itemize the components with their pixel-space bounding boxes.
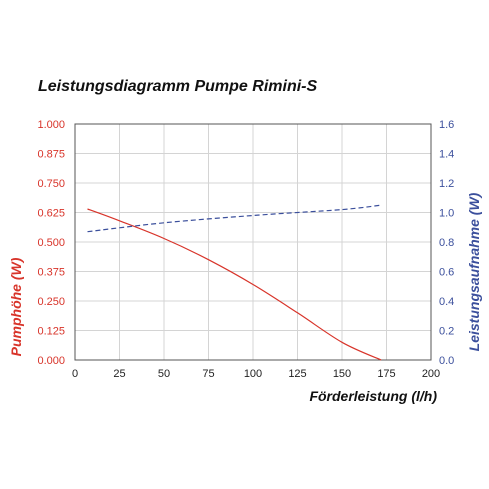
y-left-tick-label: 0.500 bbox=[37, 237, 65, 249]
y-right-tick-label: 1.0 bbox=[439, 208, 454, 220]
x-tick-label: 175 bbox=[377, 368, 395, 380]
y-right-tick-label: 1.2 bbox=[439, 178, 454, 190]
y-left-tick-label: 0.125 bbox=[37, 326, 65, 338]
x-tick-label: 125 bbox=[288, 368, 306, 380]
x-tick-label: 25 bbox=[113, 368, 125, 380]
y-right-tick-label: 0.0 bbox=[439, 355, 454, 367]
x-tick-label: 200 bbox=[422, 368, 440, 380]
y-left-tick-label: 0.000 bbox=[37, 355, 65, 367]
y-left-tick-label: 1.000 bbox=[37, 119, 65, 131]
y-right-axis-title: Leistungsaufnahme (W) bbox=[466, 192, 482, 351]
leistungsaufnahme-series-line bbox=[87, 204, 382, 233]
x-tick-label: 0 bbox=[72, 368, 78, 380]
chart-title: Leistungsdiagramm Pumpe Rimini-S bbox=[38, 78, 318, 95]
y-right-tick-label: 0.8 bbox=[439, 237, 454, 249]
y-right-tick-label: 1.6 bbox=[439, 119, 454, 131]
y-right-tick-label: 0.6 bbox=[439, 267, 454, 279]
x-axis-title: Förderleistung (l/h) bbox=[309, 388, 437, 404]
y-left-tick-label: 0.375 bbox=[37, 267, 65, 279]
x-tick-label: 150 bbox=[333, 368, 351, 380]
ticks-layer: 0 25 50 75 100 125 150 175 200 0.000 0.125 0.250 0.3… bbox=[37, 119, 454, 380]
pumphoehe-series-line bbox=[87, 208, 382, 361]
y-left-tick-label: 0.875 bbox=[37, 149, 65, 161]
x-tick-label: 100 bbox=[244, 368, 262, 380]
plot-frame bbox=[74, 123, 432, 361]
x-tick-label: 75 bbox=[202, 368, 214, 380]
y-right-tick-label: 0.2 bbox=[439, 326, 454, 338]
y-left-axis-title: Pumphöhe (W) bbox=[8, 257, 24, 356]
y-right-tick-label: 1.4 bbox=[439, 149, 454, 161]
grid-layer bbox=[74, 123, 432, 361]
series-layer bbox=[87, 204, 382, 361]
x-tick-label: 50 bbox=[158, 368, 170, 380]
y-left-tick-label: 0.750 bbox=[37, 178, 65, 190]
y-right-tick-label: 0.4 bbox=[439, 296, 454, 308]
y-left-tick-label: 0.625 bbox=[37, 208, 65, 220]
y-left-tick-label: 0.250 bbox=[37, 296, 65, 308]
